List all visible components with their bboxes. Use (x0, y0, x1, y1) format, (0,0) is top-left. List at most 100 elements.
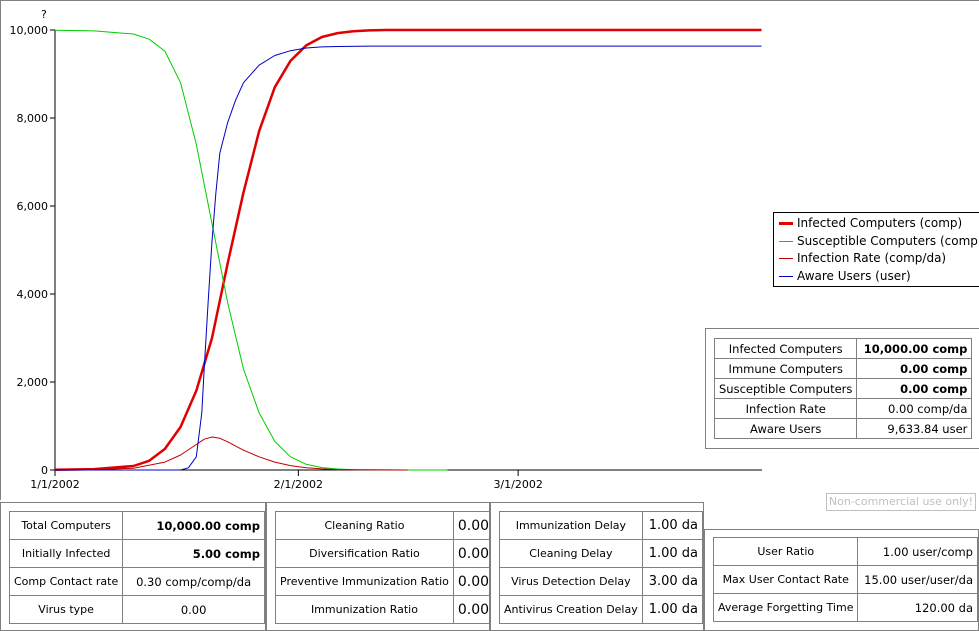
param-value[interactable]: 1.00 da (641, 595, 704, 624)
table-row: Total Computers 10,000.00 comp (8, 511, 265, 540)
param-label: Immunization Ratio (275, 595, 454, 624)
chart-legend: Infected Computers (comp) Susceptible Co… (773, 212, 979, 287)
parameter-panel-4: User Ratio 1.00 user/comp Max User Conta… (704, 529, 979, 631)
param-value[interactable]: 10,000.00 comp (122, 511, 265, 540)
parameter-panel-2: Cleaning Ratio 0.00 Diversification Rati… (266, 502, 495, 631)
param-label: Cleaning Delay (499, 539, 643, 568)
param-label: Antivirus Creation Delay (499, 595, 643, 624)
table-row: Diversification Ratio 0.00 (275, 539, 495, 568)
param-label: Average Forgetting Time (712, 593, 859, 622)
y-tick-label: 4,000 (17, 288, 49, 301)
y-axis-title: ? (41, 8, 47, 21)
param-value[interactable]: 1.00 da (641, 511, 704, 540)
table-row: Immunization Ratio 0.00 (275, 595, 495, 624)
y-tick-label: 6,000 (17, 200, 49, 213)
legend-item: Susceptible Computers (comp (774, 233, 979, 251)
legend-item: Infection Rate (comp/da) (774, 250, 979, 268)
output-values-panel: Infected Computers 10,000.00 comp Immune… (705, 328, 979, 449)
param-label: Virus type (8, 595, 124, 624)
table-row: Antivirus Creation Delay 1.00 da (499, 595, 704, 624)
param-value[interactable]: 3.00 da (641, 567, 704, 596)
table-row: Average Forgetting Time 120.00 da (712, 593, 978, 622)
legend-item: Aware Users (user) (774, 268, 979, 286)
param-value[interactable]: 0.00 (122, 595, 265, 624)
param-value[interactable]: 120.00 da (857, 593, 978, 622)
param-label: Initially Infected (8, 539, 124, 568)
output-value: 0.00 comp (856, 358, 973, 379)
legend-label: Infection Rate (comp/da) (797, 251, 947, 265)
x-tick-label: 3/1/2002 (493, 478, 542, 491)
output-label: Infected Computers (713, 338, 858, 359)
param-value[interactable]: 0.00 (452, 567, 495, 596)
output-value: 10,000.00 comp (856, 338, 973, 359)
table-row: Immunization Delay 1.00 da (499, 511, 704, 540)
table-row: Initially Infected 5.00 comp (8, 539, 265, 568)
y-tick-label: 10,000 (10, 24, 49, 37)
parameter-table: Immunization Delay 1.00 da Cleaning Dela… (499, 511, 704, 624)
infection-rate-line (54, 436, 409, 471)
legend-label: Aware Users (user) (797, 268, 911, 283)
param-label: Virus Detection Delay (499, 567, 643, 596)
table-row: Immune Computers 0.00 comp (713, 358, 973, 379)
param-label: Diversification Ratio (275, 539, 454, 568)
parameter-table: User Ratio 1.00 user/comp Max User Conta… (712, 537, 978, 622)
param-value[interactable]: 0.00 (452, 595, 495, 624)
param-value[interactable]: 0.00 (452, 511, 495, 540)
table-row: Preventive Immunization Ratio 0.00 (275, 567, 495, 596)
param-value[interactable]: 15.00 user/user/da (857, 565, 978, 594)
table-row: Aware Users 9,633.84 user (713, 418, 973, 439)
output-table: Infected Computers 10,000.00 comp Immune… (713, 338, 973, 439)
table-row: Infection Rate 0.00 comp/da (713, 398, 973, 419)
param-value[interactable]: 5.00 comp (122, 539, 265, 568)
param-value[interactable]: 1.00 user/comp (857, 537, 978, 566)
param-value[interactable]: 0.00 (452, 539, 495, 568)
legend-swatch-susceptible (779, 240, 793, 242)
parameter-table: Cleaning Ratio 0.00 Diversification Rati… (275, 511, 495, 624)
y-tick-label: 8,000 (17, 112, 49, 125)
param-value[interactable]: 0.30 comp/comp/da (122, 567, 265, 596)
output-value: 0.00 comp (856, 378, 973, 399)
table-row: User Ratio 1.00 user/comp (712, 537, 978, 566)
line-chart[interactable]: ? 0 2,000 4,000 6,000 8,000 10,000 1/1/2002 2/… (0, 0, 979, 500)
y-tick-label: 0 (41, 464, 48, 477)
infected-computers-line (54, 28, 762, 472)
parameter-table: Total Computers 10,000.00 comp Initially… (8, 511, 265, 624)
param-label: Cleaning Ratio (275, 511, 454, 540)
output-value: 9,633.84 user (856, 418, 973, 439)
y-tick-label: 2,000 (17, 376, 49, 389)
chart-area[interactable]: ? 0 2,000 4,000 6,000 8,000 10,000 1/1/2002 2/… (0, 0, 979, 500)
watermark: Non-commercial use only! (826, 493, 976, 511)
table-row: Comp Contact rate 0.30 comp/comp/da (8, 567, 265, 596)
output-label: Susceptible Computers (713, 378, 858, 399)
susceptible-computers-line (54, 29, 448, 471)
legend-label: Susceptible Computers (comp (797, 233, 978, 248)
table-row: Cleaning Delay 1.00 da (499, 539, 704, 568)
output-value: 0.00 comp/da (856, 398, 973, 419)
param-value[interactable]: 1.00 da (641, 539, 704, 568)
param-label: Preventive Immunization Ratio (275, 567, 454, 596)
legend-swatch-infected (779, 222, 793, 225)
output-label: Infection Rate (713, 398, 858, 419)
legend-swatch-infection-rate (779, 258, 793, 259)
table-row: Susceptible Computers 0.00 comp (713, 378, 973, 399)
parameter-panel-1: Total Computers 10,000.00 comp Initially… (0, 502, 266, 631)
x-tick-label: 2/1/2002 (274, 478, 323, 491)
output-label: Immune Computers (713, 358, 858, 379)
param-label: User Ratio (712, 537, 859, 566)
legend-item: Infected Computers (comp) (774, 215, 979, 233)
parameter-panel-3: Immunization Delay 1.00 da Cleaning Dela… (490, 502, 704, 631)
legend-label: Infected Computers (comp) (797, 216, 963, 230)
table-row: Virus Detection Delay 3.00 da (499, 567, 704, 596)
table-row: Infected Computers 10,000.00 comp (713, 338, 973, 359)
x-tick-label: 1/1/2002 (30, 478, 79, 491)
table-row: Cleaning Ratio 0.00 (275, 511, 495, 540)
aware-users-line (55, 45, 762, 471)
param-label: Comp Contact rate (8, 567, 124, 596)
table-row: Max User Contact Rate 15.00 user/user/da (712, 565, 978, 594)
param-label: Immunization Delay (499, 511, 643, 540)
param-label: Max User Contact Rate (712, 565, 859, 594)
table-row: Virus type 0.00 (8, 595, 265, 624)
legend-swatch-aware-users (779, 275, 793, 277)
output-label: Aware Users (713, 418, 858, 439)
param-label: Total Computers (8, 511, 124, 540)
